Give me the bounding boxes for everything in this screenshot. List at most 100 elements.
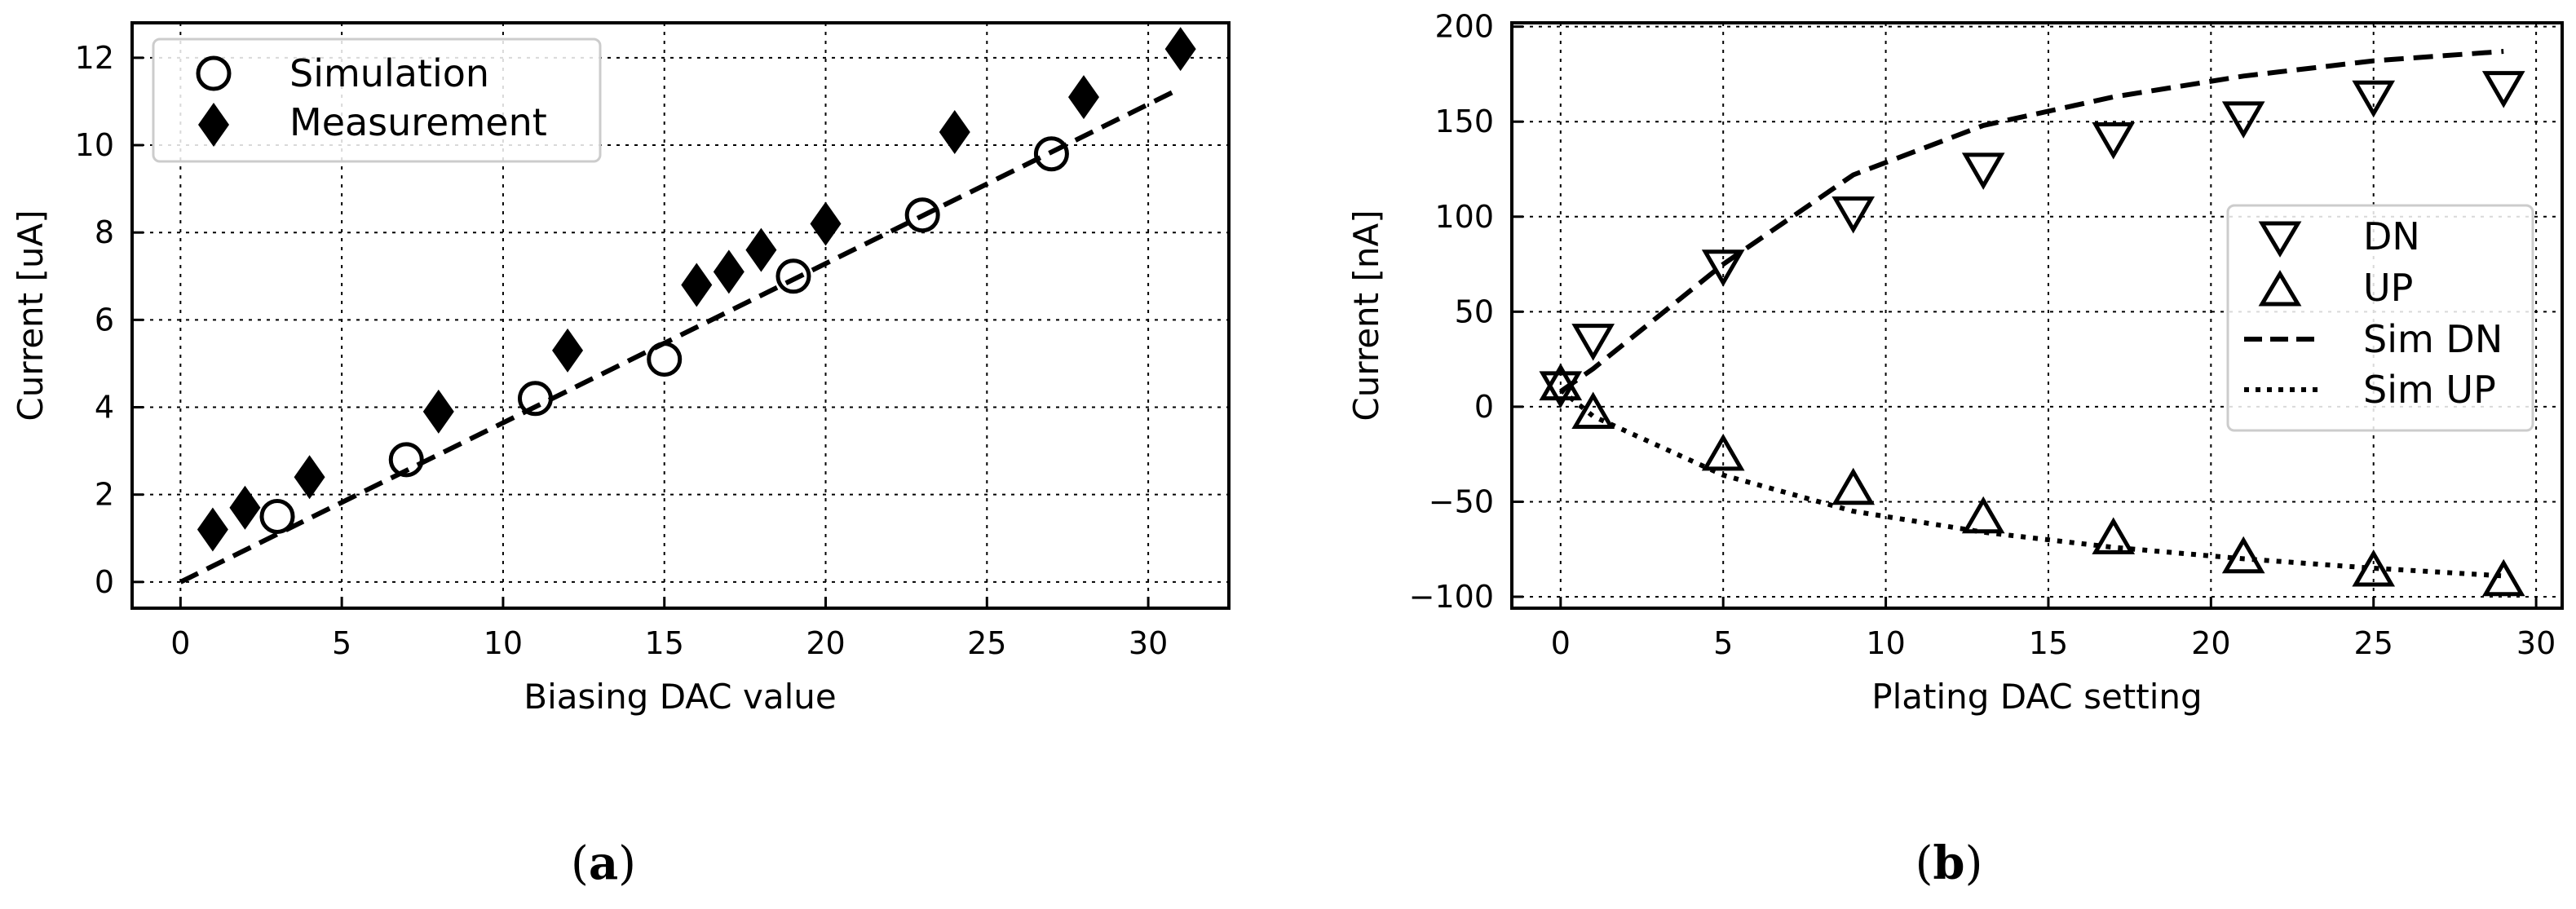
chart-b-y-tick-label: 100: [1434, 199, 1494, 235]
chart-b-series-sim-dn-line: [1559, 49, 2504, 394]
chart-a-y-tick-label: 2: [95, 477, 114, 513]
chart-b-series-sim-up-line: [1558, 387, 2504, 579]
chart-a: 0 5 10 15 20 25 30 0 2 4 6 8 10 12 Simulation Measure…: [11, 21, 1231, 890]
chart-b-series-dn-point: [2221, 101, 2265, 139]
chart-b-x-tick-label: 20: [2191, 625, 2230, 661]
chart-a-series-measurement-point: [939, 109, 970, 154]
chart-b-series-up-point: [1961, 496, 2005, 534]
chart-a-y-axis-label: Current [uA]: [11, 210, 51, 421]
chart-a-series-measurement-point: [810, 201, 842, 246]
chart-b-series-up-point: [2221, 536, 2265, 574]
legend-sim-up-label: Sim UP: [2363, 368, 2496, 412]
chart-b-y-tick-label: −50: [1429, 483, 1494, 519]
chart-b-series-dn-point: [1539, 371, 1583, 408]
chart-a-ticks: [132, 56, 1150, 608]
chart-a-series-simulation-point: [388, 442, 424, 478]
chart-a-x-tick-label: 30: [1129, 625, 1168, 661]
chart-a-x-tick-label: 20: [806, 625, 845, 661]
chart-b-series-up-point: [1831, 467, 1876, 505]
chart-a-x-tick-label: 15: [645, 625, 684, 661]
chart-a-series-measurement-point: [422, 389, 454, 434]
chart-b-panel-label-letter: b: [1933, 836, 1964, 890]
legend-up-label: UP: [2363, 266, 2413, 310]
chart-a-series-measurement-point: [1164, 27, 1196, 72]
chart-b: 0 5 10 15 20 25 30 −100 −50 0 50 100 150 200 DN UP Si…: [1346, 9, 2564, 890]
legend-dn-label: DN: [2363, 214, 2420, 258]
chart-a-series-measurement-point: [745, 227, 777, 272]
chart-b-series-dn-point: [1961, 152, 2005, 190]
chart-a-y-tick-label: 8: [95, 214, 114, 250]
legend-dn-marker: [2258, 221, 2302, 258]
chart-b-tick-labels: 0 5 10 15 20 25 30 −100 −50 0 50 100 150 200: [1409, 9, 2556, 661]
chart-b-x-tick-label: 25: [2354, 625, 2393, 661]
legend-up-marker: [2258, 270, 2302, 307]
chart-b-panel-label-close: ): [1965, 837, 1983, 890]
chart-a-series-simulation-point: [647, 342, 683, 377]
chart-b-y-tick-label: 50: [1455, 293, 1494, 329]
chart-b-legend-box: [2226, 204, 2534, 432]
chart-a-panel-label: (a): [571, 836, 636, 890]
chart-a-panel-label-close: ): [618, 837, 636, 890]
chart-a-series-measurement-point: [294, 455, 325, 500]
chart-b-panel-label-open: (: [1915, 837, 1933, 890]
chart-a-frame: [130, 21, 1231, 610]
chart-b-series-dn-point: [1701, 249, 1745, 287]
chart-b-x-tick-label: 5: [1713, 625, 1733, 661]
chart-a-y-tick-label: 12: [75, 40, 114, 76]
chart-a-grid: [132, 23, 1229, 608]
chart-b-series-up-point: [2092, 517, 2136, 554]
legend-simulation-marker: [196, 55, 232, 91]
chart-a-series-fit-line: [179, 86, 1182, 585]
legend-simulation-label: Simulation: [289, 51, 489, 95]
chart-b-y-tick-label: 0: [1474, 389, 1494, 425]
chart-b-series-dn-point: [2352, 80, 2396, 118]
legend-sim-dn-label: Sim DN: [2363, 317, 2503, 361]
chart-a-y-tick-label: 0: [95, 564, 114, 600]
chart-b-y-tick-label: 150: [1434, 104, 1494, 139]
chart-b-series-dn-point: [1831, 196, 1876, 234]
legend-measurement-marker: [198, 103, 229, 147]
chart-a-tick-labels: 0 5 10 15 20 25 30 0 2 4 6 8 10 12: [75, 40, 1169, 661]
chart-a-x-tick-label: 10: [484, 625, 523, 661]
chart-a-x-tick-label: 25: [967, 625, 1006, 661]
chart-b-x-tick-label: 15: [2029, 625, 2068, 661]
chart-b-y-axis-label: Current [nA]: [1346, 210, 1386, 421]
chart-a-series-measurement-point: [229, 485, 261, 530]
chart-a-x-tick-label: 5: [332, 625, 351, 661]
legend-measurement-label: Measurement: [289, 100, 547, 144]
chart-a-series-measurement-point: [681, 263, 713, 307]
chart-b-series-dn-point: [1571, 324, 1615, 361]
chart-b-x-axis-label: Plating DAC setting: [1871, 677, 2202, 717]
chart-a-x-axis-label: Biasing DAC value: [524, 677, 836, 717]
chart-b-panel-label: (b): [1915, 836, 1983, 890]
chart-b-y-tick-label: −100: [1409, 579, 1494, 615]
chart-b-x-tick-label: 0: [1551, 625, 1571, 661]
chart-a-series-measurement-point: [1067, 75, 1099, 120]
chart-b-series-up-point: [1701, 433, 1745, 471]
chart-b-frame: [1510, 21, 2564, 610]
chart-a-series-measurement-point: [552, 328, 584, 373]
chart-b-x-tick-label: 30: [2516, 625, 2556, 661]
chart-a-panel-label-open: (: [571, 837, 589, 890]
chart-b-y-tick-label: 200: [1434, 9, 1494, 45]
chart-b-series-dn-point: [2092, 122, 2136, 160]
chart-b-x-tick-label: 10: [1866, 625, 1905, 661]
chart-a-y-tick-label: 4: [95, 390, 114, 426]
chart-a-y-tick-label: 6: [95, 302, 114, 338]
chart-a-series-simulation-point: [775, 258, 811, 294]
chart-a-panel-label-letter: a: [589, 836, 618, 890]
chart-a-y-tick-label: 10: [75, 127, 114, 163]
chart-a-legend: Simulation Measurement: [152, 38, 602, 163]
chart-b-series-up-point: [1571, 391, 1615, 430]
chart-b-series-up-point: [2481, 558, 2525, 597]
chart-a-x-tick-label: 0: [170, 625, 190, 661]
chart-b-data: [1539, 49, 2525, 597]
chart-b-series-dn-point: [2481, 71, 2525, 108]
chart-a-series-measurement-point: [197, 507, 228, 552]
chart-b-legend: DN UP Sim DN Sim UP: [2226, 204, 2534, 432]
chart-a-data: [179, 27, 1196, 585]
chart-a-legend-box: [152, 38, 602, 163]
chart-a-series-simulation-point: [259, 498, 295, 534]
chart-a-series-measurement-point: [713, 249, 745, 294]
